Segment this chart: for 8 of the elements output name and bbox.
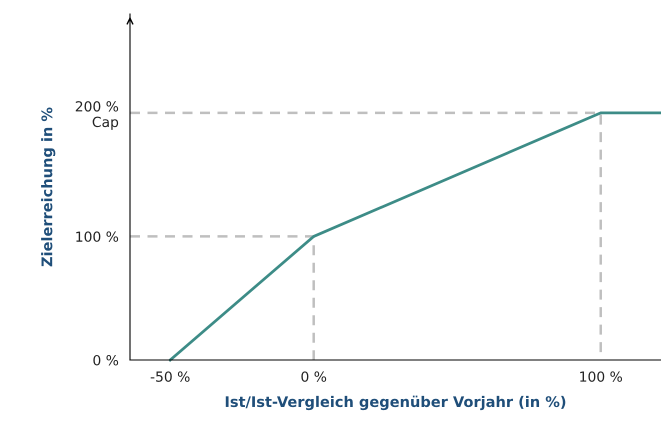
x-tick-label: 100 %: [580, 371, 622, 382]
x-tick-label: -50 %: [150, 371, 190, 382]
y-axis-title: Zielerreichung in %: [41, 107, 56, 266]
y-tick-label: 0 %: [93, 354, 118, 366]
y-tick-label: 100 %: [76, 231, 118, 242]
y-tick-label: 200 % Cap: [76, 101, 118, 130]
x-axis-title: Ist/Ist-Vergleich gegenüber Vorjahr (in %): [226, 396, 566, 410]
x-tick-label: 0 %: [301, 371, 326, 382]
